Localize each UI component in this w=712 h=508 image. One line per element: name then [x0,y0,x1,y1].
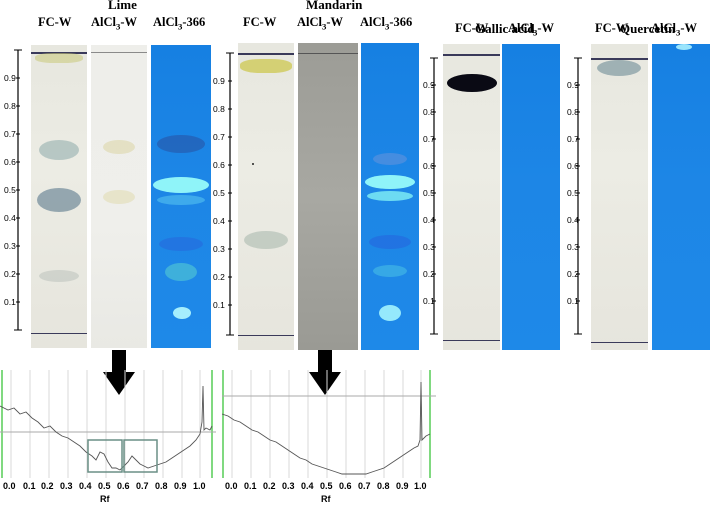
lane-label-lime-fcw: FC-W [38,15,72,29]
group-title-quercetin: Quercetin [620,21,676,36]
tlc-strip-mandarin-alcl3w [298,43,358,350]
tlc-strip-quercetin-alcl3w [652,44,710,350]
group-title-mandarin: Mandarin [306,0,363,12]
densitogram-mandarin-xlabel: Rf [321,494,331,504]
lane-label-mandarin-alcl3-366: AlCl3-366 [360,15,413,32]
lane-label-lime-alcl3-366: AlCl3-366 [153,15,206,32]
arrow-down-icon [309,350,341,395]
tlc-strip-quercetin-fcw [591,44,648,350]
lane-label-quercetin-alcl3w: AlCl3-W [651,21,698,38]
rf-scale-mandarin [226,52,234,336]
rf-scale-lime [14,49,22,331]
lane-label-lime-alcl3w: AlCl3-W [91,15,138,32]
densitogram-mandarin [222,370,436,478]
tlc-strip-gallic-alcl3w [502,44,560,350]
tlc-strip-lime-alcl3w [91,45,147,348]
group-title-lime: Lime [108,0,137,12]
densitogram-mandarin-xticks: 0.0 0.1 0.2 0.3 0.4 0.5 0.6 0.7 0.8 0.9 … [225,481,427,491]
tlc-strip-lime-fcw [31,45,87,348]
lane-label-gallic-fcw: FC-W [455,21,489,35]
densitogram-lime-xlabel: Rf [100,494,110,504]
lane-label-gallic-alcl3w: AlCl3-W [508,21,555,38]
tlc-strip-mandarin-alcl3-366 [361,43,419,350]
lane-label-quercetin-fcw: FC-W [595,21,629,35]
rf-scale-quercetin [574,57,582,335]
lane-label-mandarin-alcl3w: AlCl3-W [297,15,344,32]
group-title-gallic-acid: Gallic acid [475,21,535,36]
tlc-strip-lime-alcl3-366 [151,45,211,348]
rf-scale-gallic [430,57,438,335]
densitogram-lime [0,370,216,478]
arrow-down-icon [103,350,135,395]
tlc-strip-gallic-fcw [443,44,500,350]
densitogram-lime-xticks: 0.0 0.1 0.2 0.3 0.4 0.5 0.6 0.7 0.8 0.9 … [3,481,206,491]
lane-label-mandarin-fcw: FC-W [243,15,277,29]
tlc-strip-mandarin-fcw [238,43,294,350]
